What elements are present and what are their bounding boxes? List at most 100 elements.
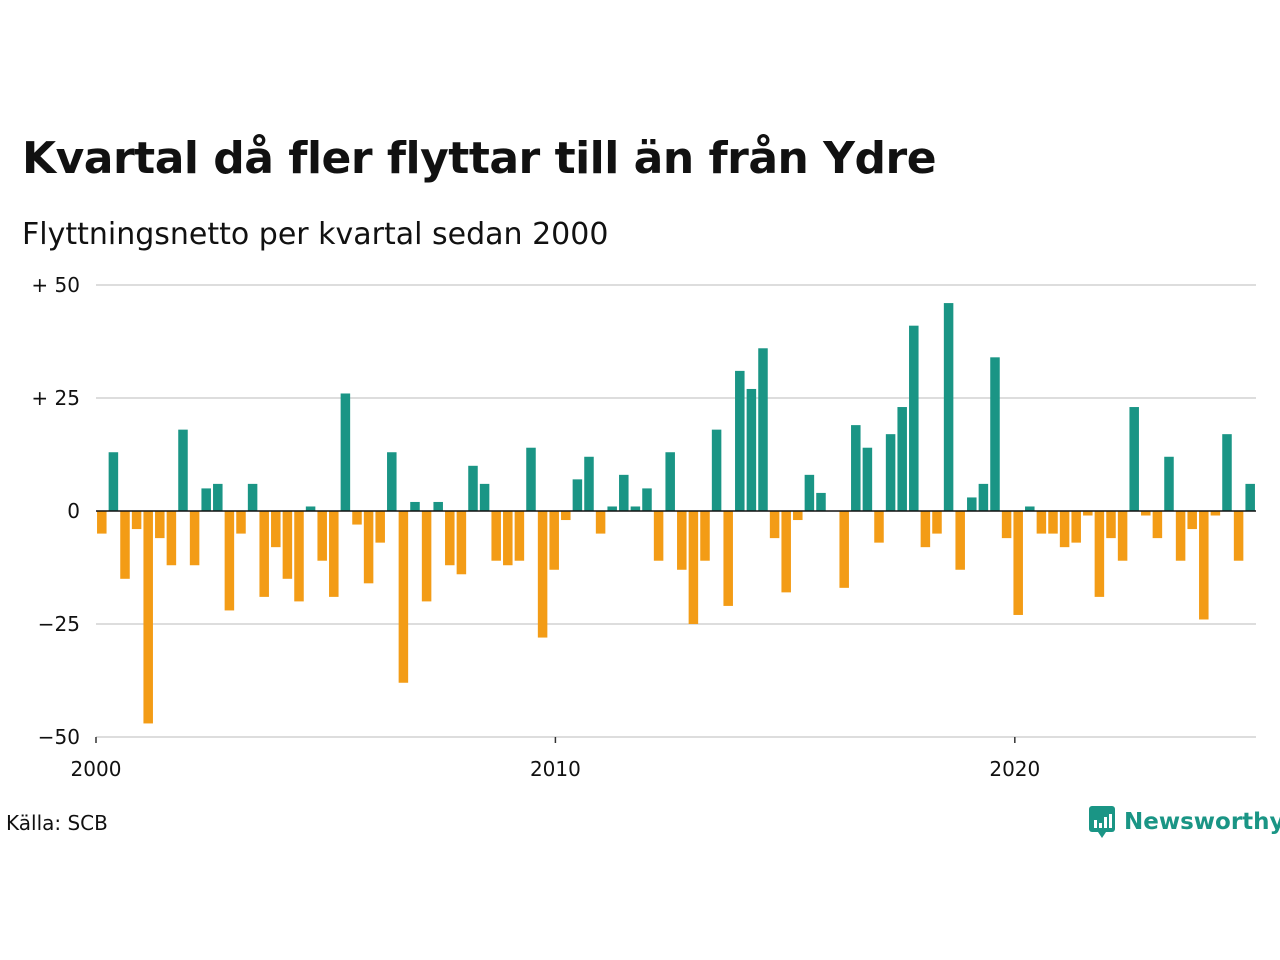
bar (514, 511, 525, 561)
bar (491, 511, 501, 561)
bar (340, 393, 351, 511)
bar (1083, 511, 1093, 516)
x-tick-label: 2000 (71, 757, 122, 781)
bar (131, 511, 142, 530)
bar (967, 497, 977, 511)
bar (943, 303, 954, 511)
bar (572, 479, 583, 511)
bar (862, 447, 873, 511)
gridlines (96, 284, 1256, 738)
y-tick-label: + 50 (31, 273, 80, 297)
bar (781, 511, 791, 593)
bar (329, 511, 339, 597)
chart-title: Kvartal då fler flyttar till än från Ydr… (22, 133, 937, 184)
x-tick-label: 2010 (530, 757, 581, 781)
bar (769, 511, 780, 539)
bar (804, 474, 815, 511)
bar (932, 511, 942, 534)
bar (479, 483, 490, 511)
bar (468, 465, 478, 511)
bar (909, 325, 919, 511)
bar (874, 511, 884, 543)
bar (1187, 511, 1197, 530)
bar (97, 511, 107, 534)
bar (920, 511, 931, 548)
bar (1036, 511, 1047, 534)
bar (143, 511, 153, 724)
bar (398, 511, 409, 683)
bar (1199, 511, 1209, 620)
bar (897, 407, 907, 511)
bar (561, 511, 571, 521)
y-tick-label: 0 (67, 499, 80, 523)
bar (619, 474, 629, 511)
bar (503, 511, 513, 566)
newsworthy-chart-bubble-icon (1089, 806, 1115, 838)
source-note: Källa: SCB (6, 811, 108, 835)
brand-logo[interactable]: Newsworthy (1088, 804, 1280, 840)
bar (456, 511, 467, 575)
bar (352, 511, 362, 525)
bar (630, 506, 641, 511)
bar (433, 501, 443, 511)
bar (1001, 511, 1012, 539)
bar (375, 511, 385, 543)
bar (677, 511, 687, 570)
bar (642, 488, 652, 511)
bar (978, 483, 989, 511)
bar (294, 511, 304, 602)
bar (236, 511, 246, 534)
brand-name: Newsworthy (1124, 809, 1280, 835)
bar (584, 456, 594, 511)
bar (816, 492, 826, 511)
chart-subtitle: Flyttningsnetto per kvartal sedan 2000 (22, 217, 609, 252)
bar (224, 511, 235, 611)
bar (990, 357, 1000, 511)
bar (1025, 506, 1035, 511)
bar (1222, 434, 1232, 511)
bar (526, 447, 536, 511)
bar (735, 370, 745, 511)
bar (758, 348, 768, 511)
bar (201, 488, 211, 511)
bar (1071, 511, 1081, 543)
bar (595, 511, 606, 534)
y-tick-label: −25 (38, 612, 80, 636)
bar (213, 483, 223, 511)
bar (271, 511, 281, 548)
bar (1117, 511, 1128, 561)
bar (259, 511, 269, 597)
bar (1152, 511, 1163, 539)
bar (178, 429, 188, 511)
bar (1210, 511, 1221, 516)
bar (108, 452, 119, 511)
bar (387, 452, 397, 511)
bar (1094, 511, 1105, 597)
bar (665, 452, 675, 511)
bar (155, 511, 165, 539)
bar (305, 506, 316, 511)
bar (793, 511, 803, 521)
bar (653, 511, 664, 561)
bar (700, 511, 710, 561)
bar (282, 511, 293, 579)
bar (1129, 407, 1139, 511)
bar (723, 511, 733, 606)
y-axis-ticks: + 50 + 25 0 −25 −50 (31, 273, 80, 749)
bar (1059, 511, 1070, 548)
y-tick-label: + 25 (31, 386, 80, 410)
bar (885, 434, 896, 511)
bar (746, 388, 757, 511)
y-tick-label: −50 (38, 725, 80, 749)
bar (247, 483, 258, 511)
bar (851, 425, 861, 511)
bar (363, 511, 374, 584)
bar (1164, 456, 1174, 511)
bar (549, 511, 559, 570)
bar (1106, 511, 1116, 539)
bar (189, 511, 200, 566)
bar (410, 501, 420, 511)
bar (166, 511, 177, 566)
x-tick-label: 2020 (989, 757, 1040, 781)
